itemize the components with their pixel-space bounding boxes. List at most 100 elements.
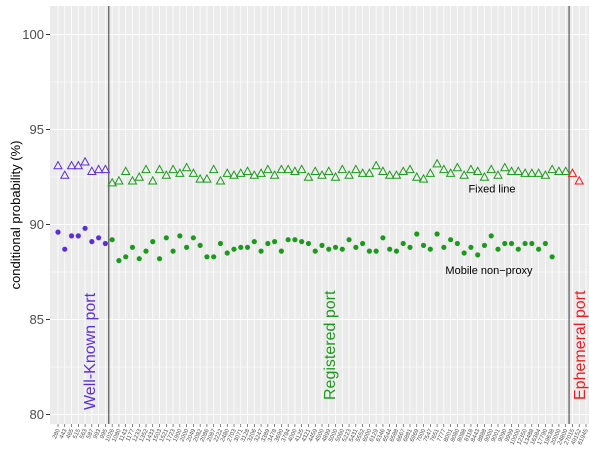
fixed-line-point	[554, 166, 564, 175]
series-annotation: Fixed line	[468, 183, 515, 195]
fixed-line-point	[520, 168, 530, 177]
x-tick-label: 465	[66, 428, 76, 440]
fixed-line-point	[235, 168, 246, 177]
fixed-line-point	[107, 177, 118, 187]
fixed-line-point	[215, 175, 226, 185]
mobile-non-proxy-point	[481, 242, 488, 248]
mobile-non-proxy-point	[109, 237, 115, 243]
mobile-non-proxy-point	[238, 244, 244, 250]
mobile-non-proxy-point	[143, 248, 149, 254]
fixed-line-point	[452, 162, 463, 172]
fixed-line-point	[499, 162, 510, 172]
fixed-line-point	[371, 160, 382, 170]
x-tick-label: 4321	[301, 428, 312, 443]
x-tick-label: 1723	[166, 428, 177, 443]
x-tick-label: 9001	[491, 428, 502, 443]
mobile-non-proxy-point	[265, 240, 271, 247]
mobile-non-proxy-point	[217, 240, 224, 247]
fixed-line-point	[425, 168, 436, 177]
mobile-non-proxy-point	[536, 246, 542, 252]
fixed-line-point	[472, 166, 483, 175]
mobile-non-proxy-point	[55, 229, 61, 235]
mobile-non-proxy-point	[177, 233, 183, 239]
fixed-line-point	[242, 166, 253, 175]
mobile-non-proxy-point	[373, 248, 379, 254]
mobile-non-proxy-point	[170, 248, 176, 254]
x-tick-label: 443	[59, 428, 69, 440]
y-axis-label: conditional probability (%)	[8, 141, 23, 290]
x-tick-label: 6346	[376, 428, 387, 443]
x-tick-label: 8443	[470, 428, 481, 443]
region-label: Well-Known port	[82, 292, 99, 410]
fixed-line-point	[574, 175, 585, 185]
mobile-non-proxy-point	[515, 246, 521, 252]
fixed-line-point	[486, 164, 497, 174]
fixed-line-point	[141, 164, 151, 174]
mobile-non-proxy-point	[319, 242, 325, 248]
mobile-non-proxy-point	[366, 248, 372, 254]
fixed-line-point	[513, 166, 524, 175]
mobile-non-proxy-point	[163, 235, 169, 241]
x-tick-label: 6129	[369, 428, 380, 443]
x-tick-label: 4000	[288, 428, 299, 443]
fixed-line-point	[330, 171, 341, 181]
fixed-line-point	[80, 156, 90, 166]
mobile-non-proxy-point	[468, 244, 474, 250]
mobile-non-proxy-point	[299, 239, 305, 245]
fixed-line-point	[357, 168, 368, 177]
fixed-line-point	[432, 158, 442, 168]
fixed-line-point	[533, 168, 544, 177]
x-tick-label: 587	[86, 428, 96, 440]
x-tick-label: 9090	[497, 428, 508, 443]
mobile-non-proxy-point	[62, 246, 68, 252]
y-tick-label: 80	[30, 407, 44, 422]
x-tick-label: 5431	[349, 428, 360, 443]
mobile-non-proxy-point	[400, 240, 406, 247]
mobile-non-proxy-point	[454, 240, 460, 247]
mobile-non-proxy-point	[339, 246, 345, 252]
fixed-line-point	[276, 164, 287, 174]
x-tick-label: 3128	[240, 428, 251, 443]
fixed-line-point	[350, 164, 361, 174]
x-tick-label: 3389	[261, 428, 272, 443]
mobile-non-proxy-point	[150, 239, 156, 245]
x-tick-label: 8088	[457, 428, 468, 443]
x-tick-label: 2000	[179, 428, 190, 443]
x-tick-label: 3784	[281, 428, 292, 443]
mobile-non-proxy-point	[305, 240, 312, 247]
x-tick-label: 3206	[247, 428, 258, 443]
x-tick-label: 1521	[159, 428, 170, 443]
mobile-non-proxy-point	[231, 246, 237, 252]
x-tick-label: 3690	[274, 428, 285, 443]
series-annotations: Fixed line Mobile non−proxy	[445, 183, 533, 277]
mobile-non-proxy-point	[96, 235, 102, 241]
fixed-line-point	[222, 168, 233, 177]
mobile-non-proxy-point	[414, 231, 420, 237]
x-tick-label: 2222	[213, 428, 224, 443]
mobile-non-proxy-point	[244, 244, 251, 250]
grid-minor	[50, 81, 589, 368]
x-tick-label: 2082	[193, 428, 204, 443]
fixed-line-point	[100, 164, 111, 174]
mobile-non-proxy-point	[488, 233, 494, 239]
fixed-line-point	[174, 168, 185, 177]
fixed-line-point	[479, 171, 490, 181]
mobile-non-proxy-point	[495, 246, 501, 252]
fixed-line-point	[323, 166, 334, 175]
fixed-line-point	[310, 166, 321, 175]
mobile-non-proxy-point	[204, 254, 210, 260]
x-tick-label: 8080	[450, 428, 461, 443]
x-tick-label: 5223	[342, 428, 353, 443]
fixed-line-point	[195, 173, 206, 183]
x-tick-label: 2086	[200, 428, 211, 443]
fixed-line-point	[208, 164, 219, 174]
x-tick-label: 3478	[267, 428, 278, 443]
mobile-non-proxy-point	[332, 244, 339, 250]
mobile-non-proxy-point	[461, 250, 467, 256]
fixed-line-point	[93, 164, 104, 174]
x-tick-label: 6667	[396, 428, 407, 443]
mobile-non-proxy-point	[312, 248, 318, 254]
mobile-non-proxy-point	[387, 246, 393, 252]
mobile-non-proxy-point	[346, 237, 352, 243]
